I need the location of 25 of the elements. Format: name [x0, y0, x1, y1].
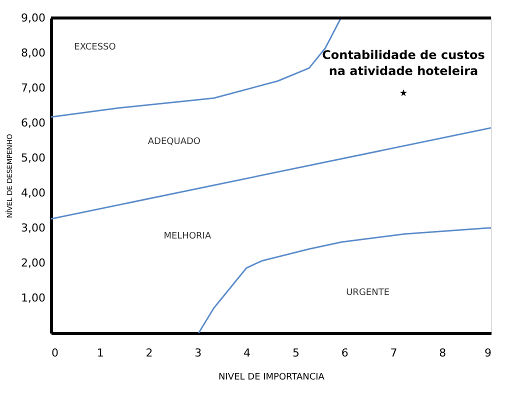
x-tick-label: 6: [341, 346, 348, 360]
x-tick-label: 5: [292, 346, 300, 360]
y-tick-label: 5,00: [21, 152, 46, 164]
x-tick-label: 3: [194, 346, 202, 360]
x-tick-label: 2: [146, 346, 153, 360]
y-tick-label: 3,00: [21, 222, 46, 234]
x-tick-label: 7: [390, 346, 398, 360]
annotation: URGENTE: [346, 288, 390, 298]
text: Contabilidade de custos na atividade hoteleira: [322, 48, 485, 78]
x-tick-label: 1: [96, 346, 104, 360]
annotation: EXCESSO: [74, 42, 116, 52]
y-tick-label: 2,00: [21, 256, 46, 270]
annotation: ADEQUADO: [148, 136, 201, 147]
y-tick-label: 4,00: [21, 186, 46, 200]
y-tick-label: 9,00: [21, 12, 46, 24]
x-tick-label: 8: [439, 346, 446, 360]
x-axis-title: NIVEL DE IMPORTANCIA: [218, 372, 326, 382]
x-tick-label: 9: [484, 346, 492, 360]
y-tick-label: 8,00: [21, 46, 46, 60]
y-tick-label: 7,00: [21, 82, 46, 94]
annotation: MELHORIA: [164, 231, 212, 242]
y-tick-label: 6,00: [21, 116, 46, 130]
x-tick-label: 0: [52, 346, 58, 360]
x-tick-label: 4: [244, 346, 251, 360]
y-tick-label: 1,00: [21, 292, 46, 304]
